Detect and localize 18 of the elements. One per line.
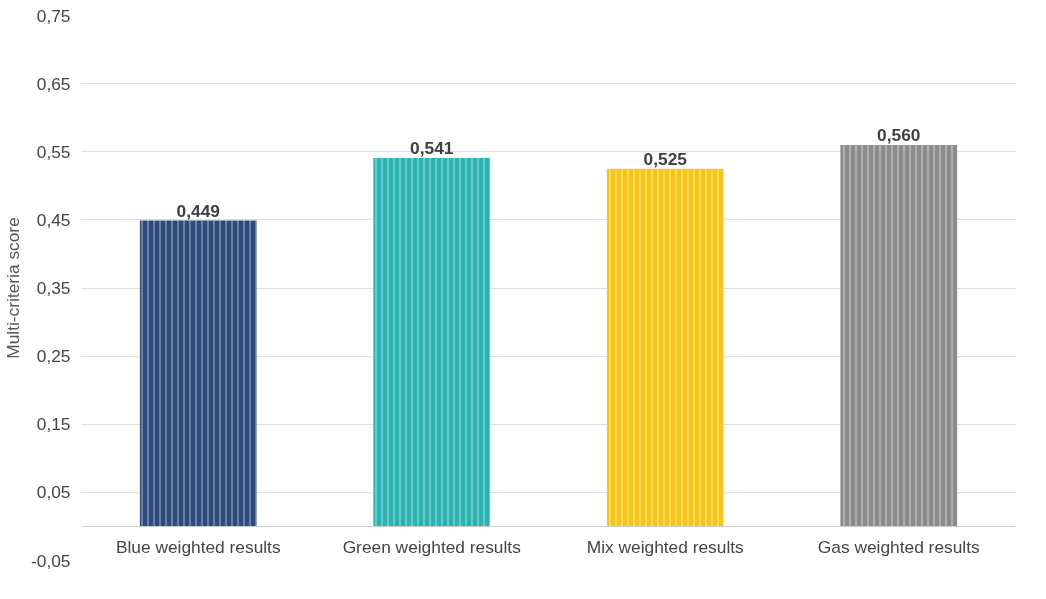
y-tick-label: 0,75 [36, 5, 71, 26]
y-tick-label: 0,15 [36, 414, 71, 435]
x-tick-label: Green weighted results [342, 537, 522, 558]
y-axis-title: Multi-criteria score [3, 217, 23, 359]
data-label: 0,449 [176, 200, 220, 221]
x-tick-label: Blue weighted results [115, 537, 281, 558]
y-tick-label: 0,55 [36, 141, 71, 162]
y-tick-label: 0,25 [36, 346, 71, 367]
x-tick-label: Mix weighted results [586, 537, 745, 558]
data-label: 0,525 [643, 148, 688, 169]
data-label: 0,541 [410, 137, 454, 158]
y-tick-label: 0,05 [36, 482, 71, 503]
y-tick-label: -0,05 [31, 550, 71, 571]
x-tick-label: Gas weighted results [817, 537, 980, 558]
y-tick-label: 0,65 [36, 73, 71, 94]
y-tick-label: 0,45 [36, 209, 71, 230]
y-tick-label: 0,35 [36, 278, 71, 298]
data-label: 0,560 [877, 124, 921, 145]
